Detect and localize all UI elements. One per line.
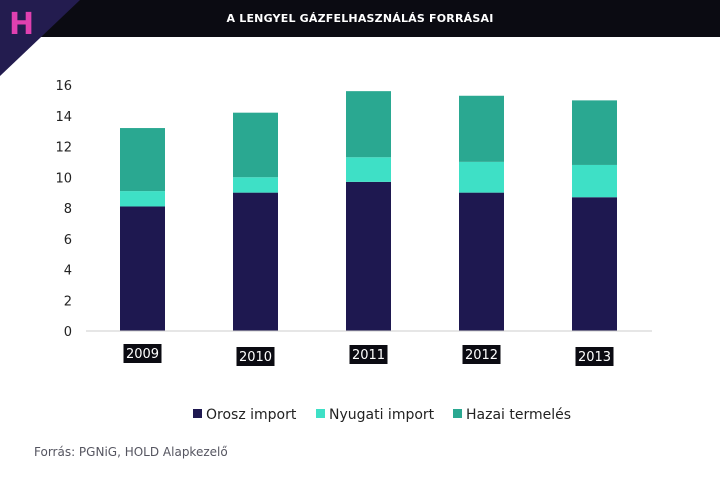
source-note: Forrás: PGNiG, HOLD Alapkezelő [34, 445, 228, 459]
x-label-box [349, 345, 388, 364]
bar-2013-1 [572, 164, 617, 198]
bar-2010-0 [233, 192, 278, 331]
header-bar [0, 0, 720, 37]
logo-triangle [0, 0, 80, 76]
y-axis: 0 2 4 6 8 10 12 14 16 [55, 79, 72, 340]
legend-swatch [316, 409, 325, 418]
y-tick-label: 6 [64, 233, 72, 248]
x-label-box [123, 344, 162, 363]
bar-2011-0 [346, 181, 391, 331]
x-tick-label: 2010 [239, 350, 272, 365]
x-label-box [575, 347, 614, 366]
bar-2012-0 [459, 192, 504, 331]
y-tick-label: 16 [55, 79, 72, 94]
legend-label: Orosz import [206, 407, 297, 423]
x-tick-label: 2009 [126, 347, 159, 362]
x-tick-label: 2012 [465, 348, 498, 363]
bar-2011-2 [346, 91, 391, 158]
legend-label: Hazai termelés [466, 407, 571, 423]
bar-2012-2 [459, 95, 504, 162]
bars [120, 91, 617, 331]
logo-letter: H [9, 7, 34, 42]
legend-swatch [193, 409, 202, 418]
x-axis-labels: 2009 2010 2011 2012 2013 [123, 344, 614, 366]
x-tick-label: 2011 [352, 348, 385, 363]
hold-logo: H [0, 0, 80, 76]
x-label-box [236, 347, 275, 366]
bar-2009-2 [120, 128, 165, 192]
y-tick-label: 10 [55, 171, 72, 186]
bar-2009-1 [120, 191, 165, 207]
legend-label: Nyugati import [329, 407, 435, 423]
x-tick-label: 2013 [578, 350, 611, 365]
bar-2012-1 [459, 161, 504, 193]
y-tick-label: 8 [64, 202, 72, 217]
bar-2010-2 [233, 112, 278, 178]
bar-2010-1 [233, 177, 278, 193]
y-tick-label: 4 [64, 264, 72, 279]
bar-2013-0 [572, 197, 617, 331]
chart-title: A LENGYEL GÁZFELHASZNÁLÁS FORRÁSAI [226, 12, 494, 25]
legend: Orosz import Nyugati import Hazai termelés [193, 407, 571, 423]
bar-2013-2 [572, 100, 617, 165]
y-tick-label: 0 [64, 325, 72, 340]
bar-2009-0 [120, 206, 165, 331]
y-tick-label: 2 [64, 294, 72, 309]
legend-swatch [453, 409, 462, 418]
x-label-box [462, 345, 501, 364]
bar-2011-1 [346, 157, 391, 182]
y-tick-label: 12 [55, 141, 72, 156]
stacked-bar-chart: 0 2 4 6 8 10 12 14 16 2009 2010 2011 2012 2013 Orosz… [55, 79, 652, 423]
y-tick-label: 14 [55, 110, 72, 125]
